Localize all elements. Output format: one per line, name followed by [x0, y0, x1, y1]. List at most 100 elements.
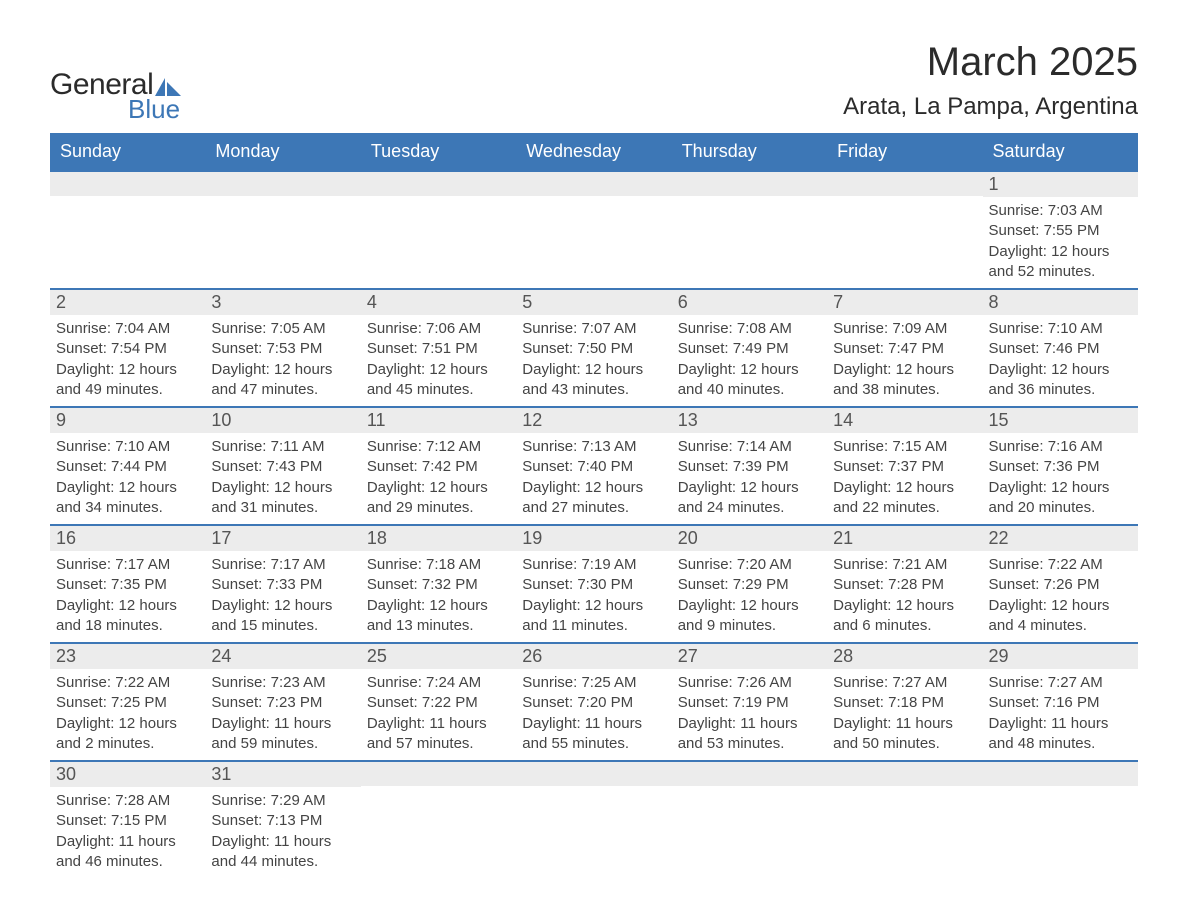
sunrise-line: Sunrise: 7:07 AM — [522, 319, 665, 339]
sunrise-line: Sunrise: 7:16 AM — [989, 437, 1132, 457]
day-cell: 9 Sunrise: 7:10 AMSunset: 7:44 PMDaylight… — [50, 406, 205, 524]
day-info: Sunrise: 7:04 AMSunset: 7:54 PMDaylight:… — [56, 319, 199, 400]
day-cell: 3 Sunrise: 7:05 AMSunset: 7:53 PMDaylight… — [205, 288, 360, 406]
day-cell — [827, 760, 982, 878]
day-header: Monday — [205, 133, 360, 170]
day-cell: 2Sunrise: 7:04 AMSunset: 7:54 PMDaylight… — [50, 288, 205, 406]
day-cell: 6Sunrise: 7:08 AMSunset: 7:49 PMDaylight… — [672, 288, 827, 406]
day-number — [672, 172, 827, 196]
day-cell: 14Sunrise: 7:15 AMSunset: 7:37 PMDayligh… — [827, 406, 982, 524]
week-row: 2Sunrise: 7:04 AMSunset: 7:54 PMDaylight… — [50, 288, 1138, 406]
day-number — [672, 762, 827, 786]
sunrise-line: Sunrise: 7:22 AM — [56, 673, 199, 693]
day-number: 15 — [983, 408, 1138, 433]
day-info: Sunrise: 7:27 AMSunset: 7:16 PMDaylight:… — [989, 673, 1132, 754]
day-cell: 26Sunrise: 7:25 AMSunset: 7:20 PMDayligh… — [516, 642, 671, 760]
day-cell: 15 Sunrise: 7:16 AMSunset: 7:36 PMDayligh… — [983, 406, 1138, 524]
day-header-row: SundayMondayTuesdayWednesdayThursdayFrid… — [50, 133, 1138, 170]
day-number: 29 — [983, 644, 1138, 669]
sunrise-line: Sunrise: 7:14 AM — [678, 437, 821, 457]
day-info: Sunrise: 7:27 AMSunset: 7:18 PMDaylight:… — [833, 673, 976, 754]
day-number: 11 — [361, 408, 516, 433]
day-cell: 24Sunrise: 7:23 AMSunset: 7:23 PMDayligh… — [205, 642, 360, 760]
day-header: Sunday — [50, 133, 205, 170]
sunset-line: Sunset: 7:15 PM — [56, 811, 199, 831]
day-info: Sunrise: 7:11 AMSunset: 7:43 PMDaylight:… — [211, 437, 354, 518]
day-info: Sunrise: 7:16 AMSunset: 7:36 PMDaylight:… — [989, 437, 1132, 518]
day-info: Sunrise: 7:26 AMSunset: 7:19 PMDaylight:… — [678, 673, 821, 754]
day-number: 1 — [983, 172, 1138, 197]
day-info: Sunrise: 7:13 AMSunset: 7:40 PMDaylight:… — [522, 437, 665, 518]
sunrise-line: Sunrise: 7:23 AM — [211, 673, 354, 693]
daylight-line: Daylight: 12 hours and 52 minutes. — [989, 242, 1132, 283]
day-cell: 4Sunrise: 7:06 AMSunset: 7:51 PMDaylight… — [361, 288, 516, 406]
day-info: Sunrise: 7:22 AMSunset: 7:25 PMDaylight:… — [56, 673, 199, 754]
day-info: Sunrise: 7:17 AMSunset: 7:35 PMDaylight:… — [56, 555, 199, 636]
day-number: 23 — [50, 644, 205, 669]
day-cell: 12 Sunrise: 7:13 AMSunset: 7:40 PMDayligh… — [516, 406, 671, 524]
daylight-line: Daylight: 12 hours and 11 minutes. — [522, 596, 665, 637]
day-number — [827, 172, 982, 196]
day-number — [205, 172, 360, 196]
day-info: Sunrise: 7:28 AMSunset: 7:15 PMDaylight:… — [56, 791, 199, 872]
week-row: 30 Sunrise: 7:28 AMSunset: 7:15 PMDayligh… — [50, 760, 1138, 878]
day-number — [516, 762, 671, 786]
sunrise-line: Sunrise: 7:03 AM — [989, 201, 1132, 221]
day-cell — [516, 170, 671, 288]
day-cell — [672, 760, 827, 878]
sunrise-line: Sunrise: 7:10 AM — [56, 437, 199, 457]
daylight-line: Daylight: 12 hours and 36 minutes. — [989, 360, 1132, 401]
daylight-line: Daylight: 12 hours and 13 minutes. — [367, 596, 510, 637]
daylight-line: Daylight: 12 hours and 4 minutes. — [989, 596, 1132, 637]
day-info: Sunrise: 7:05 AMSunset: 7:53 PMDaylight:… — [211, 319, 354, 400]
daylight-line: Daylight: 12 hours and 22 minutes. — [833, 478, 976, 519]
day-number: 19 — [516, 526, 671, 551]
day-number: 20 — [672, 526, 827, 551]
sunrise-line: Sunrise: 7:22 AM — [989, 555, 1132, 575]
day-cell: 5Sunrise: 7:07 AMSunset: 7:50 PMDaylight… — [516, 288, 671, 406]
day-cell: 1Sunrise: 7:03 AMSunset: 7:55 PMDaylight… — [983, 170, 1138, 288]
sunset-line: Sunset: 7:26 PM — [989, 575, 1132, 595]
day-cell: 30 Sunrise: 7:28 AMSunset: 7:15 PMDayligh… — [50, 760, 205, 878]
day-number: 12 — [516, 408, 671, 433]
day-number: 3 — [205, 290, 360, 315]
day-info: Sunrise: 7:07 AMSunset: 7:50 PMDaylight:… — [522, 319, 665, 400]
day-number: 28 — [827, 644, 982, 669]
sunrise-line: Sunrise: 7:27 AM — [989, 673, 1132, 693]
day-number: 8 — [983, 290, 1138, 315]
sunrise-line: Sunrise: 7:21 AM — [833, 555, 976, 575]
calendar: SundayMondayTuesdayWednesdayThursdayFrid… — [50, 133, 1138, 878]
sunrise-line: Sunrise: 7:17 AM — [211, 555, 354, 575]
daylight-line: Daylight: 11 hours and 48 minutes. — [989, 714, 1132, 755]
day-number: 24 — [205, 644, 360, 669]
day-info: Sunrise: 7:19 AMSunset: 7:30 PMDaylight:… — [522, 555, 665, 636]
day-info: Sunrise: 7:18 AMSunset: 7:32 PMDaylight:… — [367, 555, 510, 636]
day-number: 18 — [361, 526, 516, 551]
day-number: 10 — [205, 408, 360, 433]
sunset-line: Sunset: 7:40 PM — [522, 457, 665, 477]
sunset-line: Sunset: 7:36 PM — [989, 457, 1132, 477]
day-info: Sunrise: 7:24 AMSunset: 7:22 PMDaylight:… — [367, 673, 510, 754]
page-header: General Blue March 2025 Arata, La Pampa,… — [50, 40, 1138, 125]
sunset-line: Sunset: 7:19 PM — [678, 693, 821, 713]
daylight-line: Daylight: 12 hours and 9 minutes. — [678, 596, 821, 637]
day-header: Saturday — [983, 133, 1138, 170]
day-header: Friday — [827, 133, 982, 170]
daylight-line: Daylight: 12 hours and 40 minutes. — [678, 360, 821, 401]
day-cell: 25Sunrise: 7:24 AMSunset: 7:22 PMDayligh… — [361, 642, 516, 760]
day-cell — [516, 760, 671, 878]
day-cell — [827, 170, 982, 288]
day-number: 6 — [672, 290, 827, 315]
sunset-line: Sunset: 7:30 PM — [522, 575, 665, 595]
day-info: Sunrise: 7:10 AMSunset: 7:44 PMDaylight:… — [56, 437, 199, 518]
day-info: Sunrise: 7:09 AMSunset: 7:47 PMDaylight:… — [833, 319, 976, 400]
sunrise-line: Sunrise: 7:20 AM — [678, 555, 821, 575]
day-number: 30 — [50, 762, 205, 787]
daylight-line: Daylight: 11 hours and 50 minutes. — [833, 714, 976, 755]
sunrise-line: Sunrise: 7:24 AM — [367, 673, 510, 693]
day-number — [983, 762, 1138, 786]
day-info: Sunrise: 7:29 AMSunset: 7:13 PMDaylight:… — [211, 791, 354, 872]
daylight-line: Daylight: 11 hours and 44 minutes. — [211, 832, 354, 873]
day-number: 9 — [50, 408, 205, 433]
sunset-line: Sunset: 7:46 PM — [989, 339, 1132, 359]
